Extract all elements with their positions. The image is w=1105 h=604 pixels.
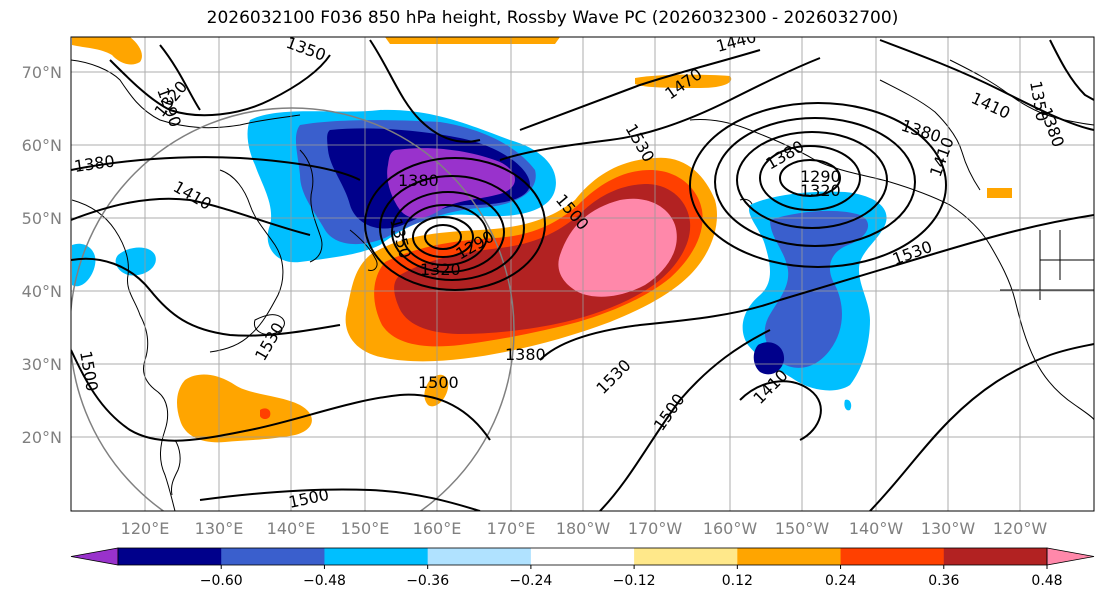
colorbar-tick-label: −0.36 bbox=[406, 573, 449, 589]
colorbar-segment bbox=[634, 548, 738, 565]
colorbar-tick-label: 0.48 bbox=[1031, 573, 1062, 589]
lon-label: 130°W bbox=[921, 519, 976, 538]
latitude-labels: 70°N 60°N 50°N 40°N 30°N 20°N bbox=[22, 63, 62, 447]
contour-label: 1380 bbox=[505, 345, 546, 364]
colorbar-tick-label: −0.24 bbox=[509, 573, 552, 589]
colorbar: −0.60 −0.48 −0.36 −0.24 −0.12 0.12 0.24 0.36 0.4… bbox=[70, 547, 1095, 589]
lon-label: 170°E bbox=[487, 519, 536, 538]
height-contours bbox=[71, 39, 1094, 511]
colorbar-segment bbox=[221, 548, 325, 565]
lon-label: 150°W bbox=[775, 519, 830, 538]
lon-label: 150°E bbox=[341, 519, 390, 538]
colorbar-segment bbox=[737, 548, 842, 565]
colorbar-segment bbox=[840, 548, 945, 565]
lon-label: 140°W bbox=[849, 519, 904, 538]
colorbar-segment bbox=[427, 548, 532, 565]
lat-label: 60°N bbox=[22, 136, 62, 155]
lon-label: 130°E bbox=[195, 519, 244, 538]
colorbar-tick-label: −0.12 bbox=[613, 573, 656, 589]
lon-label: 180°W bbox=[556, 519, 611, 538]
colorbar-extend-low bbox=[70, 547, 119, 566]
colorbar-segment bbox=[324, 548, 429, 565]
contour-label: 1320 bbox=[420, 260, 461, 279]
lat-label: 30°N bbox=[22, 355, 62, 374]
colorbar-tick-label: 0.24 bbox=[825, 573, 856, 589]
lat-label: 20°N bbox=[22, 428, 62, 447]
colorbar-segment bbox=[530, 548, 635, 565]
colorbar-segment bbox=[118, 548, 222, 565]
colorbar-frame bbox=[117, 547, 1048, 566]
longitude-labels: 120°E 130°E 140°E 150°E 160°E 170°E 180°… bbox=[121, 519, 1048, 538]
lat-label: 70°N bbox=[22, 63, 62, 82]
colorbar-tick-label: −0.60 bbox=[200, 573, 243, 589]
lon-label: 160°E bbox=[413, 519, 462, 538]
colorbar-segment bbox=[943, 548, 1048, 565]
contour-label: 1500 bbox=[418, 373, 459, 392]
colorbar-tick-label: 0.12 bbox=[722, 573, 753, 589]
lat-label: 40°N bbox=[22, 282, 62, 301]
gridlines bbox=[71, 37, 1094, 511]
lon-label: 120°E bbox=[121, 519, 170, 538]
colorbar-tick-label: −0.48 bbox=[303, 573, 346, 589]
colorbar-extend-high bbox=[1046, 547, 1095, 566]
lat-label: 50°N bbox=[22, 209, 62, 228]
lon-label: 160°W bbox=[703, 519, 758, 538]
map-title: 2026032100 F036 850 hPa height, Rossby W… bbox=[206, 8, 899, 28]
colorbar-tick-label: 0.36 bbox=[928, 573, 959, 589]
lon-label: 170°W bbox=[628, 519, 683, 538]
lon-label: 140°E bbox=[267, 519, 316, 538]
contour-label: 1320 bbox=[800, 181, 841, 200]
contour-label: 1290 bbox=[800, 167, 841, 186]
map-frame bbox=[70, 36, 1095, 512]
contour-label: 1380 bbox=[398, 171, 439, 190]
map-area: 1290 1320 1380 1410 1500 1530 1440 1470 … bbox=[71, 37, 1094, 511]
reference-circle bbox=[71, 107, 515, 511]
lon-label: 120°W bbox=[993, 519, 1048, 538]
